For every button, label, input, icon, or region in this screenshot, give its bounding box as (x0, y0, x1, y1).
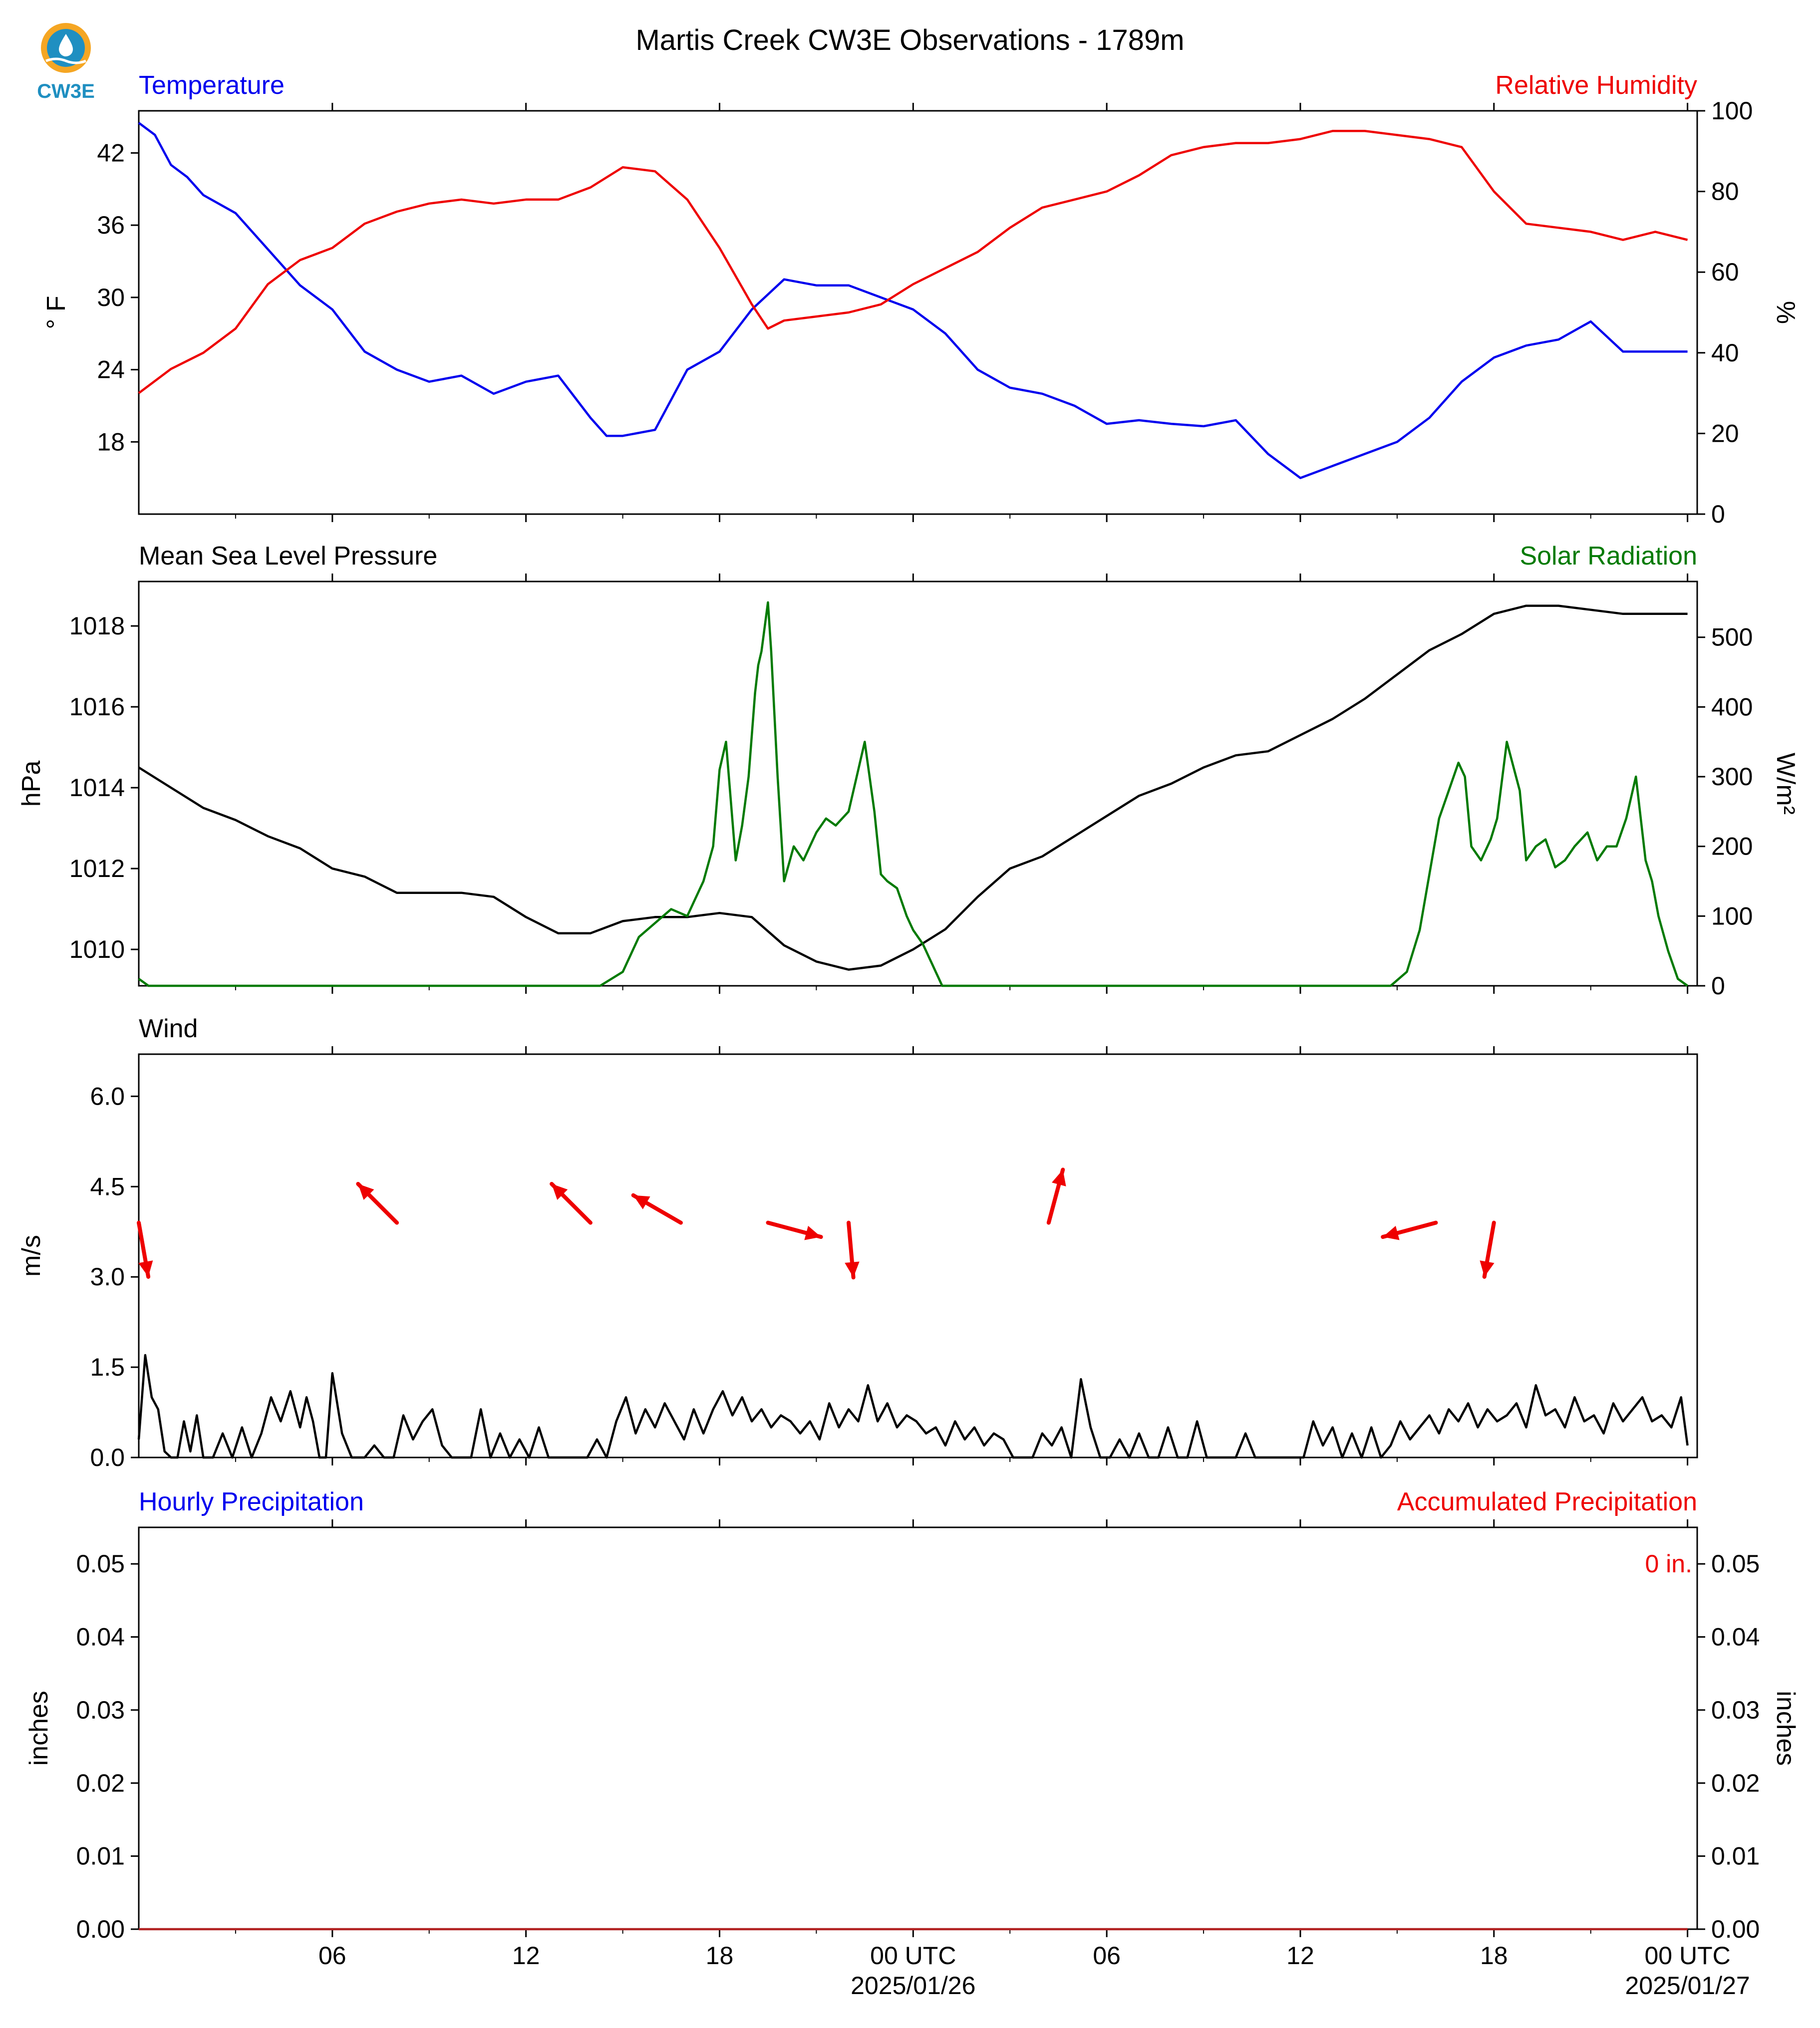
x-tick-label: 18 (706, 1942, 734, 1970)
y-tick-label-right: 0.04 (1711, 1623, 1760, 1651)
wind-arrow-head (804, 1225, 821, 1240)
y-tick-label-left: 1018 (69, 612, 125, 640)
series-line-2-1 (138, 604, 1688, 971)
x-date-label: 2025/01/26 (851, 1972, 975, 2000)
panel-title-left: Temperature (139, 71, 285, 100)
y-tick-label-left: 0.0 (90, 1444, 125, 1471)
x-tick-label: 18 (1480, 1942, 1508, 1970)
y-axis-label-left: inches (24, 1691, 53, 1765)
y-tick-label-left: 42 (97, 139, 125, 167)
wave-icon (45, 57, 86, 64)
wind-arrow-head (358, 1183, 374, 1200)
x-tick-label: 06 (318, 1942, 346, 1970)
y-tick-label-left: 1012 (69, 855, 125, 882)
x-tick-label: 06 (1093, 1942, 1121, 1970)
x-date-label: 2025/01/27 (1625, 1972, 1750, 2000)
series-line-2-2 (138, 601, 1688, 987)
panel-title-right: Accumulated Precipitation (1397, 1487, 1697, 1516)
panel-title-left: Mean Sea Level Pressure (139, 542, 437, 571)
y-tick-label-right: 0.00 (1711, 1915, 1760, 1943)
series-line-1-1 (138, 122, 1688, 479)
x-tick-label: 12 (1286, 1942, 1314, 1970)
y-tick-label-left: 0.00 (76, 1915, 125, 1943)
y-axis-label-right: W/m² (1771, 753, 1800, 815)
y-axis-label-right: inches (1771, 1691, 1800, 1765)
x-tick-label: 12 (512, 1942, 540, 1970)
y-tick-label-left: 1010 (69, 935, 125, 963)
y-tick-label-right: 0.02 (1711, 1769, 1760, 1797)
x-tick-label: 00 UTC (1644, 1942, 1730, 1970)
y-tick-label-right: 200 (1711, 833, 1753, 861)
y-tick-label-left: 1016 (69, 693, 125, 721)
y-tick-label-right: 300 (1711, 763, 1753, 791)
y-tick-label-left: 18 (97, 428, 125, 456)
y-tick-label-right: 0 (1711, 500, 1725, 528)
y-tick-label-right: 0 (1711, 972, 1725, 1000)
wind-arrow-head (1480, 1260, 1495, 1277)
y-tick-label-left: 1.5 (90, 1353, 125, 1381)
cw3e-logo: CW3E (37, 23, 95, 102)
y-tick-label-right: 500 (1711, 623, 1753, 651)
y-tick-label-left: 0.02 (76, 1769, 125, 1797)
panel-frame-4 (138, 1526, 1698, 1930)
wind-arrow-head (845, 1261, 860, 1278)
accumulated-precip-annotation: 0 in. (1645, 1550, 1692, 1578)
y-axis-label-left: hPa (17, 761, 46, 807)
y-tick-label-right: 0.01 (1711, 1842, 1760, 1870)
panel-title-right: Relative Humidity (1495, 71, 1697, 100)
logo-text: CW3E (37, 80, 95, 102)
panel-title-right: Solar Radiation (1519, 542, 1697, 571)
wind-arrow-head (633, 1195, 650, 1209)
y-tick-label-right: 0.03 (1711, 1696, 1760, 1724)
y-tick-label-left: 0.05 (76, 1550, 125, 1578)
y-tick-label-left: 36 (97, 211, 125, 239)
x-tick-label: 00 UTC (870, 1942, 956, 1970)
series-line-3-1 (137, 1354, 1689, 1459)
y-axis-label-left: ° F (42, 295, 71, 329)
y-tick-label-left: 30 (97, 284, 125, 311)
y-tick-label-left: 4.5 (90, 1172, 125, 1200)
panel-title-left: Wind (139, 1014, 198, 1043)
y-tick-label-left: 6.0 (90, 1082, 125, 1110)
panel-frame-1 (138, 110, 1698, 515)
y-tick-label-left: 0.03 (76, 1696, 125, 1724)
y-tick-label-right: 0.05 (1711, 1550, 1760, 1578)
y-axis-label-left: m/s (17, 1235, 46, 1277)
wind-arrow-head (1383, 1225, 1400, 1240)
y-tick-label-left: 1014 (69, 774, 125, 802)
y-tick-label-left: 0.01 (76, 1842, 125, 1870)
series-line-1-2 (138, 130, 1688, 394)
wind-arrow-head (1052, 1169, 1066, 1186)
y-tick-label-right: 100 (1711, 97, 1753, 125)
y-tick-label-right: 400 (1711, 693, 1753, 721)
y-tick-label-right: 60 (1711, 258, 1739, 286)
panel-frame-3 (138, 1053, 1698, 1458)
panel-title-left: Hourly Precipitation (139, 1487, 364, 1516)
y-axis-label-right: % (1771, 301, 1800, 324)
y-tick-label-right: 80 (1711, 178, 1739, 206)
chart-title: Martis Creek CW3E Observations - 1789m (635, 24, 1184, 56)
wind-arrow-head (552, 1183, 568, 1200)
y-tick-label-left: 24 (97, 356, 125, 384)
y-tick-label-right: 40 (1711, 339, 1739, 367)
y-tick-label-left: 0.04 (76, 1623, 125, 1651)
panel-frame-2 (138, 580, 1698, 987)
y-tick-label-left: 3.0 (90, 1263, 125, 1291)
y-tick-label-right: 100 (1711, 902, 1753, 930)
water-drop-icon (59, 34, 73, 56)
wind-arrow-head (138, 1260, 153, 1277)
y-tick-label-right: 20 (1711, 419, 1739, 447)
